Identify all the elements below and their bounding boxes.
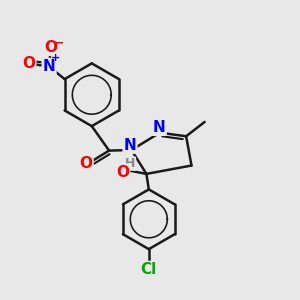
Text: −: − xyxy=(54,36,64,49)
Text: H: H xyxy=(125,157,136,170)
Text: O: O xyxy=(22,56,35,71)
Text: N: N xyxy=(124,138,136,153)
Text: O: O xyxy=(44,40,57,55)
Text: Cl: Cl xyxy=(141,262,157,277)
Text: O: O xyxy=(80,156,93,171)
Text: O: O xyxy=(116,165,129,180)
Text: +: + xyxy=(51,53,60,63)
Text: N: N xyxy=(43,59,56,74)
Text: N: N xyxy=(153,120,166,135)
